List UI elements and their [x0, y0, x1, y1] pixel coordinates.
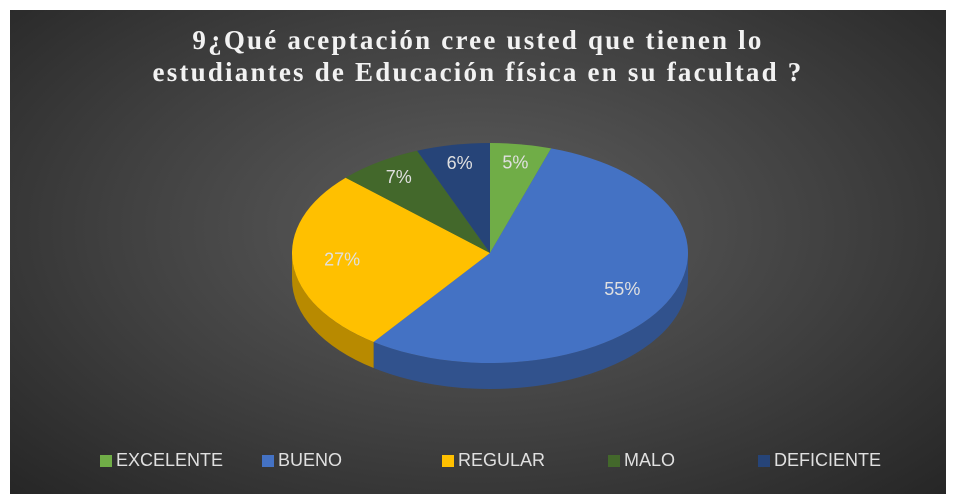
legend-label: DEFICIENTE — [774, 450, 881, 470]
legend-label: REGULAR — [458, 450, 545, 470]
data-label: 55% — [604, 279, 640, 299]
legend-label: EXCELENTE — [116, 450, 223, 470]
legend-swatch — [608, 455, 620, 467]
legend-swatch — [262, 455, 274, 467]
data-label: 27% — [324, 250, 360, 270]
slice — [417, 143, 490, 253]
slice — [292, 177, 490, 342]
data-label: 5% — [502, 153, 528, 173]
data-label: 6% — [447, 153, 473, 173]
legend-swatch — [758, 455, 770, 467]
data-label: 7% — [386, 167, 412, 187]
legend-swatch — [442, 455, 454, 467]
slice — [490, 143, 552, 253]
slice-side — [373, 253, 688, 389]
legend-swatch — [100, 455, 112, 467]
legend-label: MALO — [624, 450, 675, 470]
legend-label: BUENO — [278, 450, 342, 470]
chart-title: 9¿Qué aceptación cree usted que tienen l… — [152, 25, 804, 87]
slice-side — [292, 253, 374, 368]
slice — [345, 150, 490, 253]
slice — [373, 148, 689, 363]
